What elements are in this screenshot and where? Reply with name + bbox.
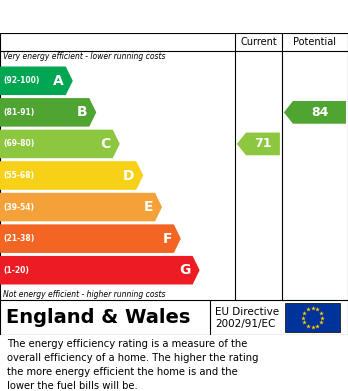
Polygon shape xyxy=(0,224,181,253)
Polygon shape xyxy=(284,101,346,124)
Bar xyxy=(285,303,340,332)
Text: The energy efficiency rating is a measure of the
overall efficiency of a home. T: The energy efficiency rating is a measur… xyxy=(7,339,259,391)
Text: C: C xyxy=(101,137,111,151)
Text: (21-38): (21-38) xyxy=(3,234,34,243)
Text: Very energy efficient - lower running costs: Very energy efficient - lower running co… xyxy=(3,52,166,61)
Text: D: D xyxy=(123,169,134,183)
Text: (69-80): (69-80) xyxy=(3,140,34,149)
Text: (1-20): (1-20) xyxy=(3,266,29,275)
Polygon shape xyxy=(0,256,200,285)
Text: B: B xyxy=(77,105,87,119)
Polygon shape xyxy=(237,133,280,155)
Text: 71: 71 xyxy=(254,137,272,151)
Text: F: F xyxy=(162,231,172,246)
Text: Energy Efficiency Rating: Energy Efficiency Rating xyxy=(10,9,232,24)
Text: (81-91): (81-91) xyxy=(3,108,34,117)
Text: EU Directive: EU Directive xyxy=(215,307,279,317)
Text: A: A xyxy=(53,74,64,88)
Polygon shape xyxy=(0,193,162,221)
Text: (39-54): (39-54) xyxy=(3,203,34,212)
Text: (55-68): (55-68) xyxy=(3,171,34,180)
Polygon shape xyxy=(0,161,143,190)
Text: 84: 84 xyxy=(311,106,328,119)
Text: Potential: Potential xyxy=(293,37,337,47)
Text: Not energy efficient - higher running costs: Not energy efficient - higher running co… xyxy=(3,290,166,299)
Text: E: E xyxy=(143,200,153,214)
Text: (92-100): (92-100) xyxy=(3,76,39,85)
Text: 2002/91/EC: 2002/91/EC xyxy=(215,319,275,330)
Polygon shape xyxy=(0,66,73,95)
Text: England & Wales: England & Wales xyxy=(6,308,190,327)
Text: G: G xyxy=(179,263,191,277)
Text: Current: Current xyxy=(240,37,277,47)
Polygon shape xyxy=(0,98,96,127)
Polygon shape xyxy=(0,130,120,158)
